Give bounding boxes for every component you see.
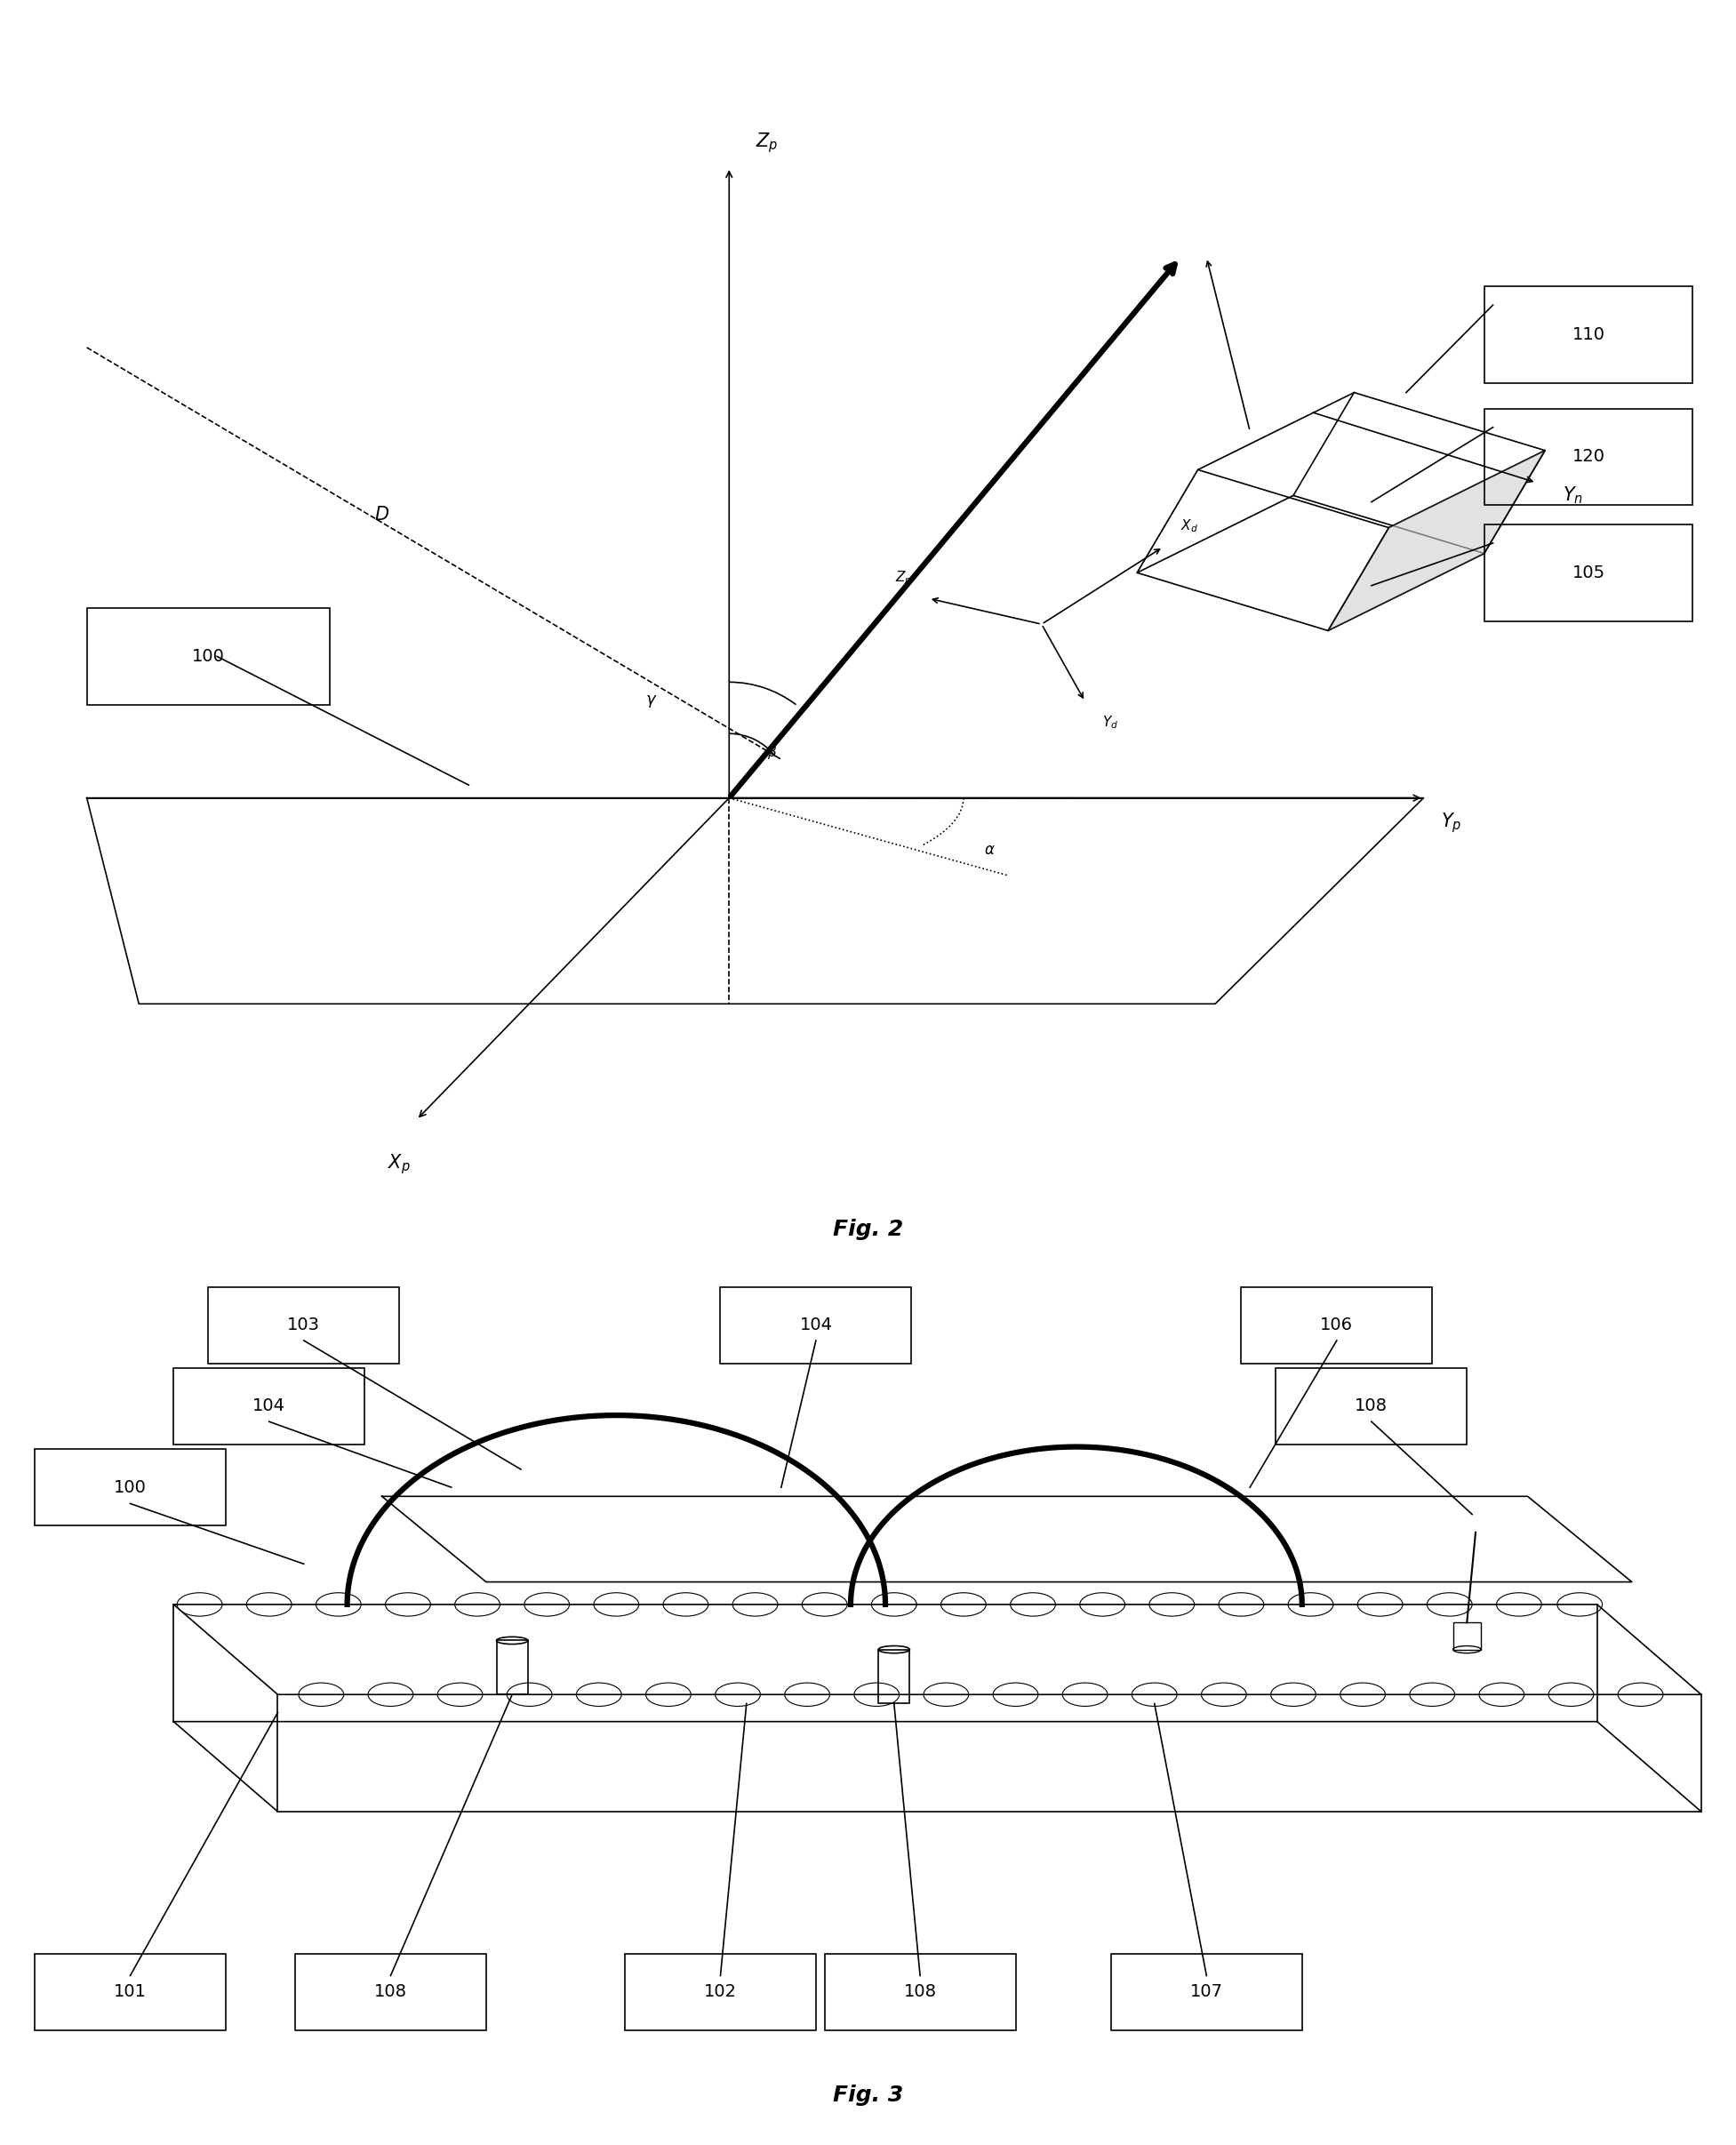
Bar (496, 1641, 528, 1695)
Text: 106: 106 (1321, 1317, 1352, 1334)
Text: 100: 100 (115, 1478, 146, 1495)
Text: 120: 120 (1573, 448, 1604, 465)
Text: $X_p$: $X_p$ (387, 1152, 411, 1175)
Text: $Y_p$: $Y_p$ (1441, 811, 1462, 834)
Text: $\alpha$: $\alpha$ (984, 841, 995, 858)
Text: 108: 108 (1356, 1399, 1387, 1416)
Text: $X_d$: $X_d$ (1180, 517, 1198, 534)
Text: 102: 102 (705, 1984, 736, 2001)
Text: 108: 108 (904, 1984, 936, 2001)
Text: 104: 104 (800, 1317, 832, 1334)
Text: 110: 110 (1573, 326, 1604, 343)
Text: Fig. 3: Fig. 3 (833, 2085, 903, 2106)
Text: 105: 105 (1571, 564, 1606, 581)
Text: $Y_d$: $Y_d$ (1102, 714, 1118, 731)
Text: $\gamma$: $\gamma$ (646, 693, 656, 710)
Bar (878, 1650, 910, 1703)
Text: $Z_n$: $Z_n$ (894, 568, 911, 586)
Text: 103: 103 (288, 1317, 319, 1334)
Text: 107: 107 (1191, 1984, 1222, 2001)
Text: $Y_n$: $Y_n$ (1562, 485, 1583, 506)
Polygon shape (1328, 450, 1545, 631)
Text: Fig. 2: Fig. 2 (833, 1218, 903, 1240)
Text: 104: 104 (253, 1399, 285, 1416)
Text: $Z_p$: $Z_p$ (755, 131, 778, 154)
Text: D: D (375, 506, 389, 523)
Bar (1453, 1622, 1481, 1650)
Text: $\beta$: $\beta$ (767, 744, 778, 761)
Text: 101: 101 (115, 1984, 146, 2001)
Text: 108: 108 (375, 1984, 406, 2001)
Text: 100: 100 (193, 648, 224, 665)
